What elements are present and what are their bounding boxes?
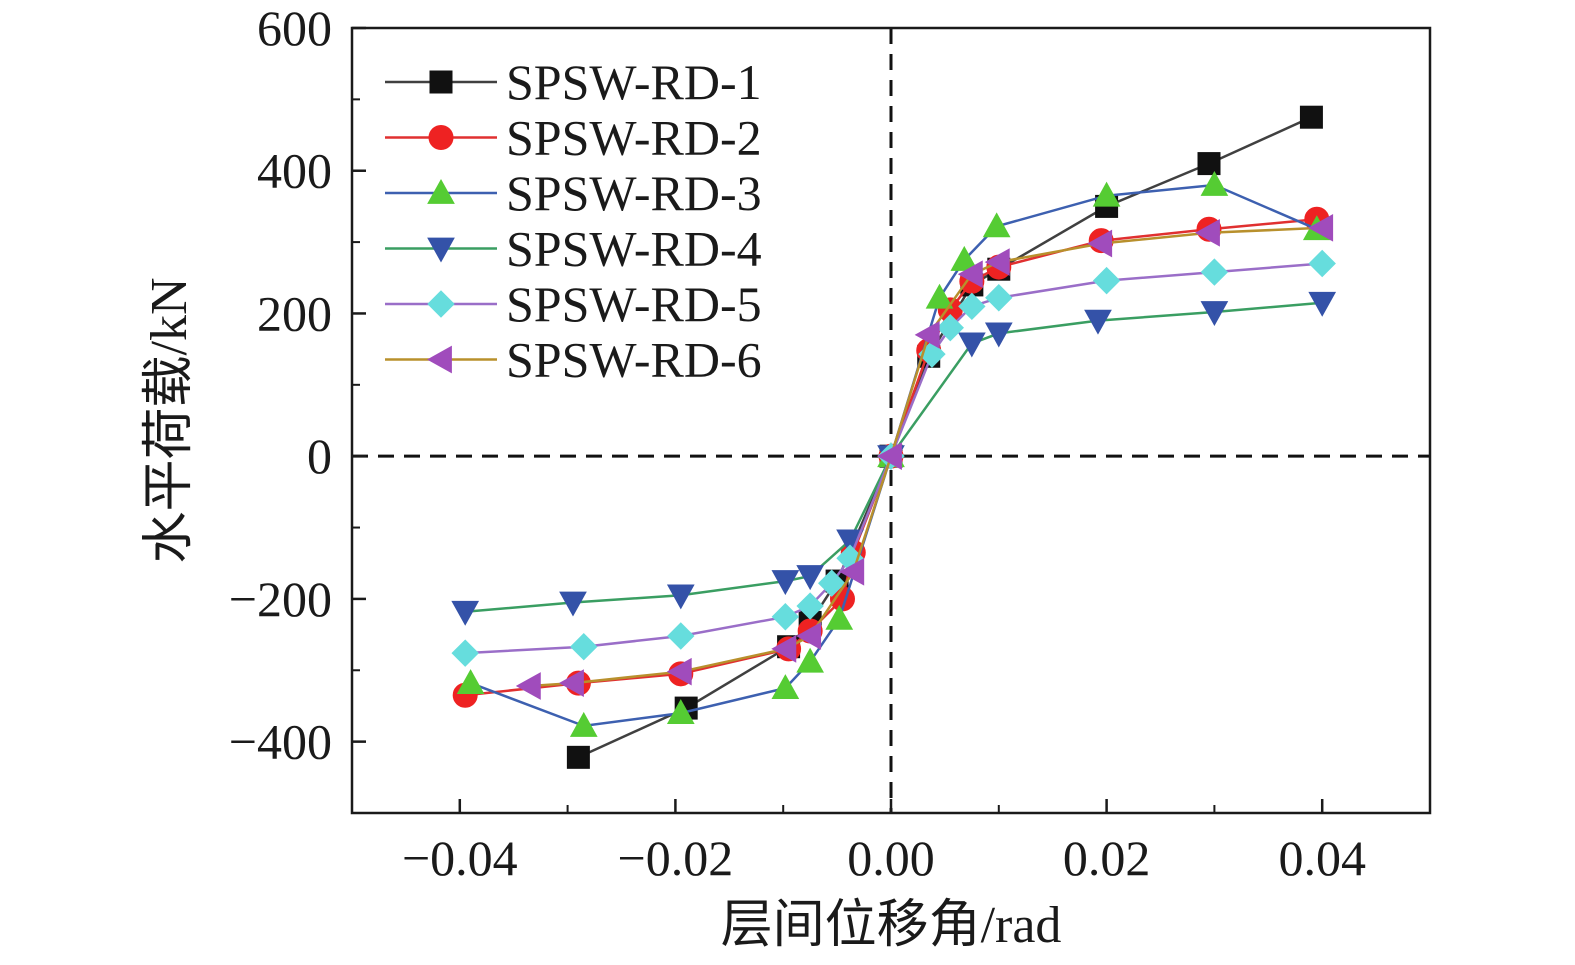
legend-label: SPSW-RD-5 [506,276,762,332]
legend-item: SPSW-RD-1 [385,54,762,110]
data-point [984,248,1010,276]
x-tick-label: −0.04 [402,830,518,886]
legend-marker [428,125,454,150]
legend-item: SPSW-RD-4 [385,221,762,277]
data-point [666,584,695,610]
data-point [566,745,590,769]
data-point [985,284,1013,312]
x-tick-label: 0.04 [1278,830,1366,886]
data-point [570,633,598,661]
data-point [1308,291,1337,317]
data-point [1197,152,1221,176]
data-point [569,711,598,737]
series-layer [451,105,1337,769]
data-point [666,657,692,686]
data-point [1308,213,1334,242]
legend-label: SPSW-RD-2 [506,110,762,166]
data-point [771,603,800,631]
legend-item: SPSW-RD-2 [385,110,762,166]
legend-label: SPSW-RD-1 [506,54,762,110]
data-point [950,245,979,271]
y-tick-label: −200 [229,571,332,627]
data-point [796,592,824,620]
legend-item: SPSW-RD-3 [385,165,762,221]
data-point [1200,170,1229,196]
y-axis-label: 水平荷载/kN [141,277,198,563]
data-point [796,647,824,673]
x-axis-label: 层间位移角/rad [721,897,1062,954]
data-point [982,212,1011,238]
data-point [1084,309,1112,335]
data-point [796,622,822,650]
data-point [559,591,587,617]
data-point [1299,105,1323,129]
data-point [771,635,797,663]
legend-marker [427,178,455,204]
data-point [1200,258,1229,286]
data-point [771,570,800,596]
legend-marker [427,237,455,263]
y-tick-label: 400 [257,143,332,199]
axis-ticks: −400 −200 0 200 400 600 −0.04 −0.02 0.00 0.02 0.04 [229,0,1366,886]
data-point [771,674,800,700]
legend-label: SPSW-RD-6 [506,332,762,388]
x-tick-label: 0.00 [847,830,935,886]
x-tick-label: −0.02 [618,830,734,886]
data-point [1092,181,1121,207]
data-point [818,569,846,597]
series-6 [515,213,1334,700]
data-point [925,283,954,309]
data-point [1194,218,1220,247]
data-point [666,699,695,724]
data-point [936,314,964,342]
legend-label: SPSW-RD-3 [506,165,762,221]
data-point [456,669,485,695]
legend-item: SPSW-RD-5 [385,276,762,332]
data-point [1308,249,1336,278]
data-point [515,672,541,700]
data-point [1092,266,1121,295]
data-point [958,332,986,358]
legend-marker [426,345,452,374]
data-point [1200,301,1229,327]
x-tick-label: 0.02 [1063,830,1151,886]
data-point [451,600,480,626]
data-point [1087,229,1113,258]
reference-lines [352,28,1430,813]
data-point [876,442,902,471]
data-point [825,604,854,630]
legend-marker [429,70,453,94]
legend-label: SPSW-RD-4 [506,221,762,277]
series-line [465,301,1323,614]
data-point [914,321,940,349]
legend-marker [427,290,455,318]
data-point [839,557,865,586]
data-point [667,622,695,650]
data-point [984,322,1013,348]
data-point [796,565,824,591]
legend: SPSW-RD-1SPSW-RD-2SPSW-RD-3SPSW-RD-4SPSW… [385,54,762,388]
data-point [558,669,584,697]
data-point [957,260,983,289]
y-tick-label: −400 [229,714,332,770]
y-tick-label: 200 [257,285,332,341]
y-tick-label: 600 [257,0,332,56]
data-point [451,639,479,667]
series-5 [451,249,1336,667]
series-4 [451,291,1337,626]
y-tick-label: 0 [307,428,332,484]
legend-item: SPSW-RD-6 [385,332,762,388]
data-point [958,292,986,321]
